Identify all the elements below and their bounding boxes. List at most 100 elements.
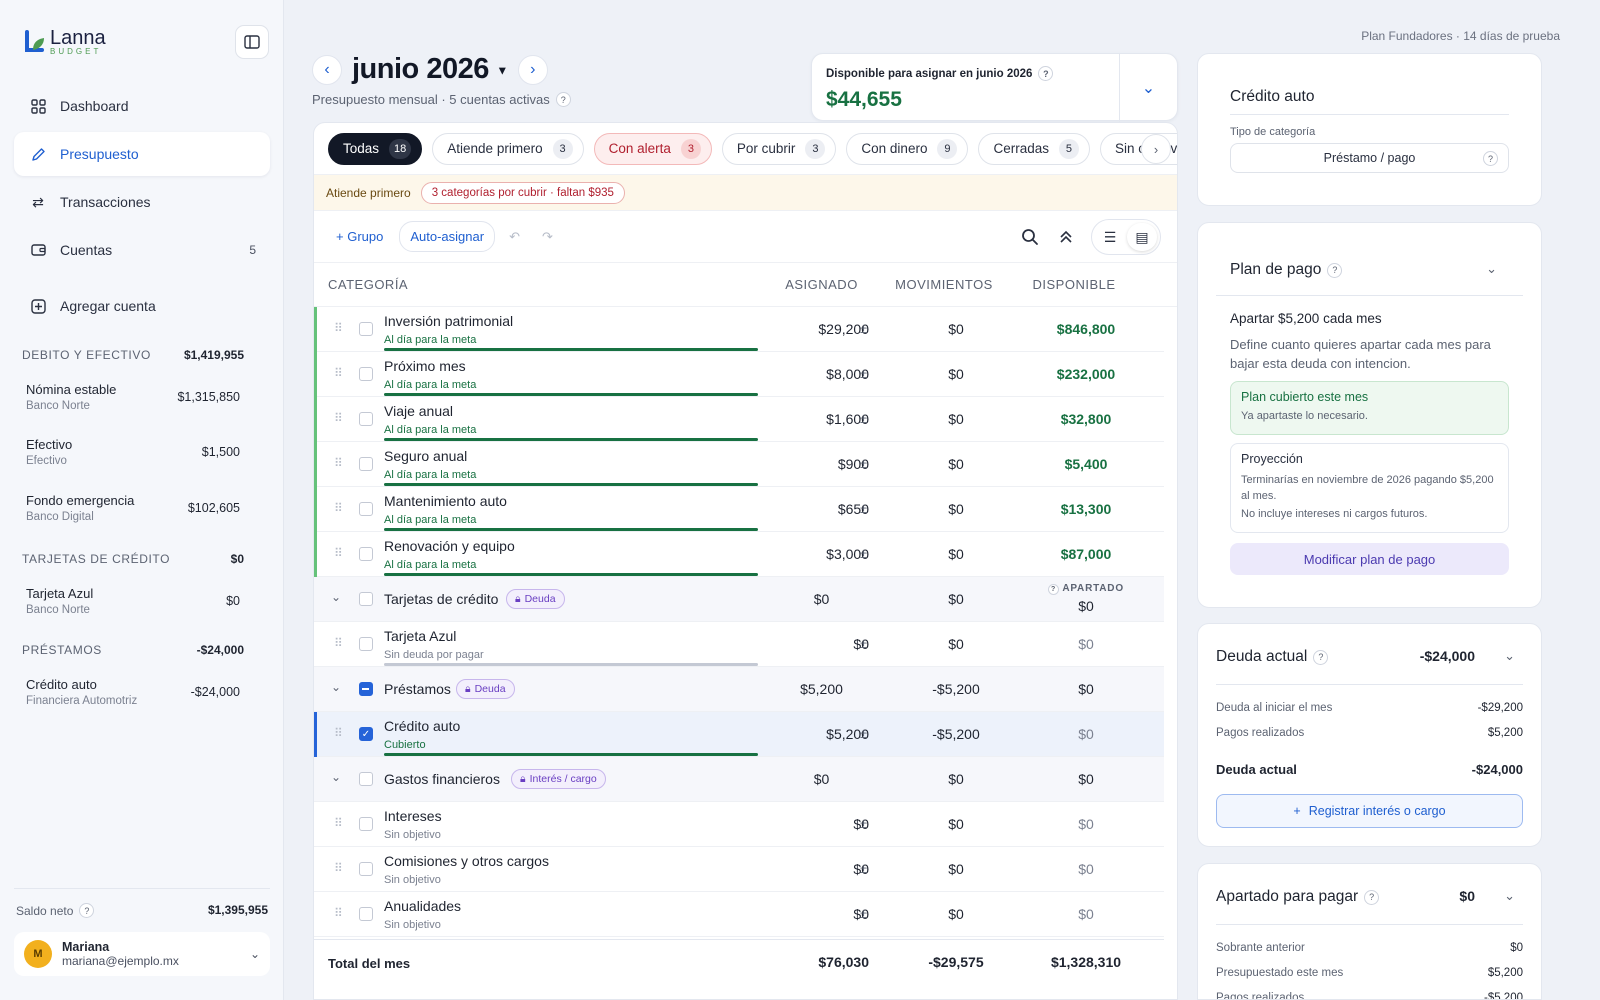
help-icon[interactable]: ? [1038,66,1054,81]
col-assigned[interactable]: ASIGNADO [785,277,858,292]
prev-month-button[interactable]: ‹ [312,54,342,85]
drag-handle-icon[interactable]: ⠿ [334,321,343,335]
table-row[interactable]: ⠿ Mantenimiento auto Al día para la meta… [314,487,1164,532]
compact-view-icon[interactable]: ▤ [1127,223,1157,251]
drag-handle-icon[interactable]: ⠿ [334,366,343,380]
filter-cerradas[interactable]: Cerradas 5 [978,132,1090,165]
row-checkbox[interactable] [359,772,373,786]
drag-handle-icon[interactable]: ⠿ [334,906,343,920]
plus-minus-icon[interactable]: ± [860,411,868,426]
chevron-down-icon[interactable]: ⌄ [1504,888,1515,903]
nav-dashboard[interactable]: Dashboard [14,84,270,128]
chevron-down-icon[interactable]: ⌄ [1486,261,1497,276]
add-account-button[interactable]: Agregar cuenta [14,284,270,328]
table-row[interactable]: ⠿ Renovación y equipo Al día para la met… [314,532,1164,577]
table-row[interactable]: ⠿ Seguro anual Al día para la meta $900 … [314,442,1164,487]
account-efectivo[interactable]: Efectivo Efectivo $1,500 [26,437,240,467]
help-icon[interactable]: ? [79,903,95,918]
plus-minus-icon[interactable]: ± [860,456,868,471]
table-row[interactable]: ⠿ Anualidades Sin objetivo $0 ± $0 $0 [314,892,1164,937]
chevron-down-icon[interactable]: ⌄ [331,680,342,694]
help-icon[interactable]: ? [1327,262,1343,278]
available-expand-button[interactable]: ⌄ [1119,54,1177,122]
table-row[interactable]: ⠿ Inversión patrimonial Al día para la m… [314,307,1164,352]
modify-plan-button[interactable]: Modificar plan de pago [1230,543,1509,575]
group-row-prestamos[interactable]: ⌄ Préstamos 🔒︎ Deuda $5,200 -$5,200 $0 [314,667,1164,712]
row-checkbox[interactable] [359,322,373,336]
sidebar-toggle-button[interactable] [235,25,269,59]
filter-con-alerta[interactable]: Con alerta 3 [593,132,712,165]
alert-pill[interactable]: 3 categorías por cubrir · faltan $935 [420,181,625,204]
nav-cuentas[interactable]: Cuentas 5 [14,228,270,272]
filter-atiende-primero[interactable]: Atiende primero 3 [432,132,584,165]
row-checkbox[interactable] [359,502,373,516]
chevron-down-icon[interactable]: ⌄ [1504,648,1515,663]
drag-handle-icon[interactable]: ⠿ [334,501,343,515]
logo[interactable]: Lanna BUDGET [24,28,106,56]
row-checkbox[interactable] [359,682,373,696]
account-credito-auto[interactable]: Crédito auto Financiera Automotriz -$24,… [26,677,240,707]
table-row[interactable]: ⠿ Próximo mes Al día para la meta $8,000… [314,352,1164,397]
account-nomina[interactable]: Nómina estable Banco Norte $1,315,850 [26,382,240,412]
row-checkbox[interactable]: ✓ [359,727,373,741]
next-month-button[interactable]: › [517,54,548,85]
row-checkbox[interactable] [359,547,373,561]
table-row[interactable]: ⠿ Intereses Sin objetivo $0 ± $0 $0 [314,802,1164,847]
plus-minus-icon[interactable]: ± [860,321,868,336]
chevron-down-icon[interactable]: ⌄ [331,770,342,784]
help-icon[interactable]: ? [555,92,571,107]
drag-handle-icon[interactable]: ⠿ [334,816,343,830]
table-row[interactable]: ⠿ Comisiones y otros cargos Sin objetivo… [314,847,1164,892]
group-row-tarjetas[interactable]: ⌄ Tarjetas de crédito 🔒︎ Deuda $0 $0 ? AP… [314,577,1164,622]
plus-minus-icon[interactable]: ± [860,726,868,741]
category-type-select[interactable]: Préstamo / pago ? [1230,143,1509,173]
search-icon[interactable] [1019,226,1041,248]
account-fondo[interactable]: Fondo emergencia Banco Digital $102,605 [26,493,240,523]
drag-handle-icon[interactable]: ⠿ [334,726,343,740]
row-checkbox[interactable] [359,907,373,921]
account-tarjeta-azul[interactable]: Tarjeta Azul Banco Norte $0 [26,586,240,616]
col-category[interactable]: CATEGORÍA [328,277,409,292]
table-row[interactable]: ⠿ Tarjeta Azul Sin deuda por pagar $0 ± … [314,622,1164,667]
row-checkbox[interactable] [359,367,373,381]
row-checkbox[interactable] [359,862,373,876]
row-checkbox[interactable] [359,637,373,651]
chevron-down-icon[interactable]: ⌄ [331,590,342,604]
nav-presupuesto[interactable]: Presupuesto [14,132,270,176]
col-available[interactable]: DISPONIBLE [1032,277,1116,292]
month-title[interactable]: junio 2026 ▼ [352,53,508,85]
row-checkbox[interactable] [359,457,373,471]
drag-handle-icon[interactable]: ⠿ [334,861,343,875]
plus-minus-icon[interactable]: ± [860,636,868,651]
drag-handle-icon[interactable]: ⠿ [334,411,343,425]
undo-icon[interactable]: ↶ [509,228,520,244]
plus-minus-icon[interactable]: ± [860,546,868,561]
drag-handle-icon[interactable]: ⠿ [334,546,343,560]
collapse-all-icon[interactable] [1055,226,1077,248]
filter-con-dinero[interactable]: Con dinero 9 [846,132,969,165]
chips-scroll-right-button[interactable]: › [1141,134,1171,164]
plus-minus-icon[interactable]: ± [860,906,868,921]
redo-icon[interactable]: ↷ [541,228,553,244]
row-checkbox[interactable] [359,412,373,426]
table-row-selected[interactable]: ⠿ ✓ Crédito auto Cubierto $5,200 ± -$5,2… [314,712,1164,757]
user-menu[interactable]: M Mariana mariana@ejemplo.mx ⌄ [14,932,270,976]
help-icon[interactable]: ? [1048,584,1060,595]
row-checkbox[interactable] [359,592,373,606]
auto-assign-button[interactable]: Auto-asignar [399,221,496,252]
help-icon[interactable]: ? [1313,649,1329,665]
drag-handle-icon[interactable]: ⠿ [334,636,343,650]
plus-minus-icon[interactable]: ± [860,366,868,381]
add-group-button[interactable]: + Grupo [336,229,384,244]
help-icon[interactable]: ? [1364,889,1380,905]
table-row[interactable]: ⠿ Viaje anual Al día para la meta $1,600… [314,397,1164,442]
nav-transacciones[interactable]: ⇄ Transacciones [14,180,270,224]
plus-minus-icon[interactable]: ± [860,861,868,876]
list-view-icon[interactable]: ☰ [1103,228,1117,245]
plus-minus-icon[interactable]: ± [860,501,868,516]
drag-handle-icon[interactable]: ⠿ [334,456,343,470]
plus-minus-icon[interactable]: ± [860,816,868,831]
filter-por-cubrir[interactable]: Por cubrir 3 [721,132,837,165]
col-activity[interactable]: MOVIMIENTOS [895,277,993,292]
filter-todas[interactable]: Todas 18 [328,132,423,165]
